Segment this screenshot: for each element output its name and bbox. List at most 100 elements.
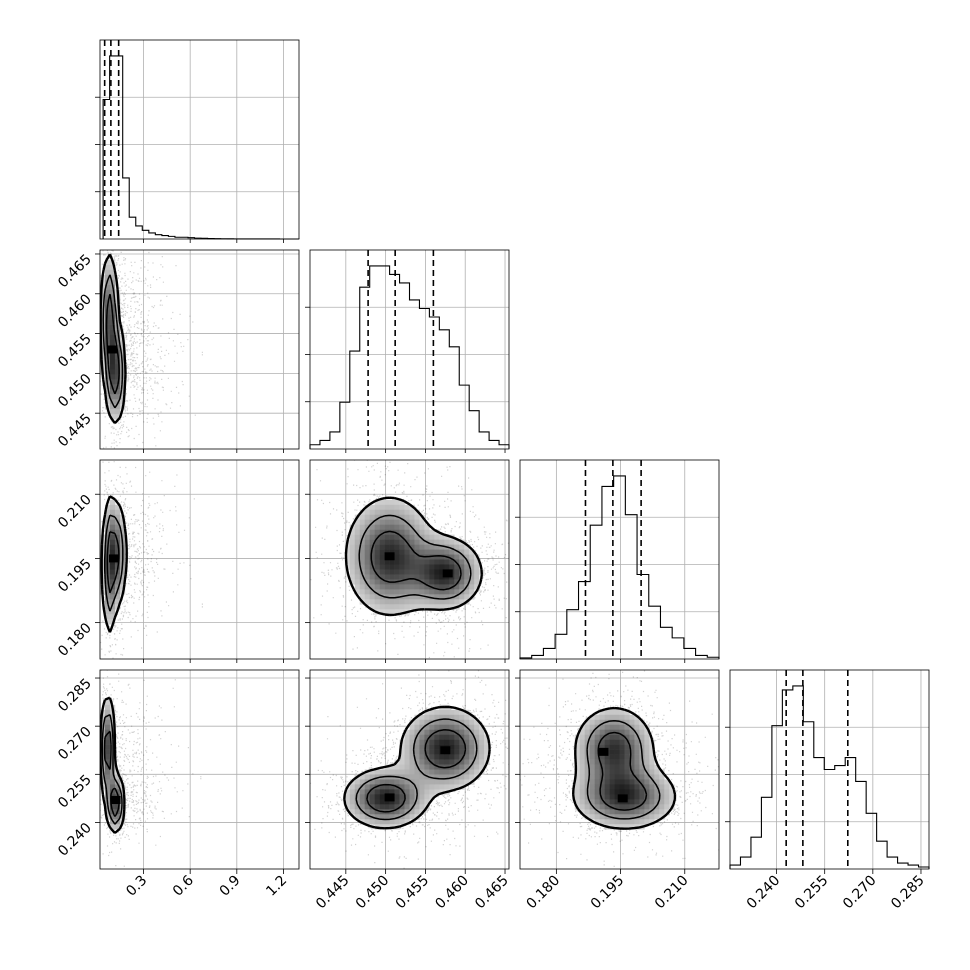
y-tick-label: 0.195 [55, 556, 95, 596]
density-cell [449, 564, 455, 570]
density-cell [100, 719, 106, 726]
density-cell [104, 274, 111, 281]
density-cell [369, 589, 375, 595]
density-cell [384, 769, 390, 775]
density-cell [659, 784, 665, 790]
density-cell [449, 754, 455, 760]
density-cell [404, 559, 410, 565]
density-cell [414, 549, 420, 555]
density-cell [359, 519, 366, 525]
density-cell [469, 579, 475, 585]
density-cell [589, 779, 595, 785]
density-cell [594, 819, 600, 825]
axes-layer: 0.3 0.6 0.9 1.2 0.445 0.450 0.455 0.460 0.465 0.1… [55, 39, 930, 913]
density-cell [104, 319, 111, 325]
density-cell [444, 724, 450, 730]
density-cell [414, 724, 420, 730]
density-cell [424, 589, 430, 595]
density-cell [404, 529, 410, 535]
axes-frame [519, 459, 720, 660]
density-cell [599, 794, 605, 800]
density-cell [100, 289, 106, 296]
density-cell [639, 734, 645, 740]
density-cell [619, 779, 625, 785]
density-cell [399, 519, 405, 525]
contour-level-0 [100, 495, 128, 633]
density-cell [454, 599, 460, 605]
density-cell [364, 594, 370, 600]
density-cell [414, 744, 420, 750]
density-cell [454, 714, 460, 721]
density-cell [614, 824, 620, 830]
density-cell [664, 784, 670, 790]
density-cell [364, 529, 370, 535]
density-cell [589, 744, 595, 750]
density-cell [349, 794, 356, 800]
density-cell [404, 789, 410, 795]
density-cell [609, 789, 615, 795]
density-cell [439, 559, 445, 565]
density-cell [404, 734, 410, 740]
density-cell [399, 514, 405, 520]
density-cell [394, 809, 400, 815]
density-cell [394, 789, 400, 795]
density-cell [449, 604, 455, 610]
density-cell [469, 749, 475, 755]
density-cell [114, 514, 121, 520]
density-cell [459, 729, 465, 735]
density-cell [349, 574, 356, 580]
density-cell [419, 739, 425, 745]
density-cell [429, 564, 435, 570]
density-cell [654, 794, 660, 800]
density-cell [369, 534, 375, 540]
axes-frame [309, 249, 510, 450]
density-cell [409, 814, 415, 820]
density-cell [104, 389, 111, 395]
x-tick-label: 0.255 [792, 873, 832, 913]
density-cell [439, 544, 445, 550]
density-cell [594, 759, 600, 765]
x-tick-label: 0.3 [123, 873, 150, 900]
density-cell [394, 764, 400, 770]
density-cell [654, 814, 660, 820]
density-cell [649, 819, 655, 825]
density-cell [369, 514, 375, 520]
density-cell [474, 579, 480, 585]
density-cell [104, 534, 111, 540]
contour-level-0 [100, 253, 127, 425]
density-cell [419, 799, 425, 805]
density-cell [599, 799, 605, 805]
density-cell [409, 734, 415, 740]
density-cell [379, 559, 385, 565]
density-cell [594, 769, 600, 775]
density-cell [639, 774, 645, 780]
density-cell [624, 759, 630, 765]
contour-level-2 [106, 531, 120, 594]
density-cell [374, 584, 380, 590]
density-cell [444, 579, 450, 585]
density-cell [464, 729, 470, 735]
density-cell [464, 549, 470, 555]
density-cell [109, 294, 116, 301]
density-cell [109, 409, 116, 415]
density-cell [354, 539, 361, 545]
density-cell [594, 749, 600, 755]
density-cell [654, 809, 660, 815]
density-cell [644, 809, 650, 815]
density-cell [109, 544, 116, 550]
density-cell [364, 814, 370, 820]
density-cell [659, 794, 665, 800]
density-cell [114, 544, 121, 550]
density-cell [644, 819, 650, 825]
density-cell [399, 524, 405, 530]
density-cell [594, 809, 600, 815]
density-cell [364, 549, 370, 555]
density-cell [404, 579, 410, 585]
density-cell [349, 564, 356, 570]
density-cell [449, 714, 455, 721]
density-cell [654, 769, 660, 775]
density-cell [404, 794, 410, 800]
density-cell [579, 754, 585, 760]
density-cell [109, 509, 116, 516]
density-cell [414, 524, 420, 530]
